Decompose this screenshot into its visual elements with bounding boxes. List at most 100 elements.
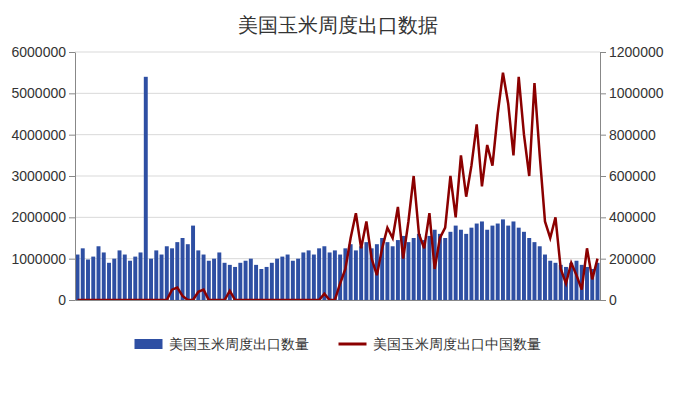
bar — [165, 246, 169, 300]
tick-label: 800000 — [609, 127, 656, 143]
bar — [359, 246, 363, 300]
tick-mark — [69, 259, 75, 260]
tick: 1000000 — [11, 251, 75, 267]
bar — [480, 221, 484, 300]
bar — [448, 232, 452, 300]
tick-label: 2000000 — [11, 209, 66, 225]
bar — [97, 246, 101, 300]
tick-label: 0 — [609, 292, 617, 308]
bar — [422, 240, 426, 300]
tick-label: 400000 — [609, 209, 656, 225]
bar — [112, 259, 116, 300]
bar — [538, 246, 542, 300]
bar — [91, 257, 95, 300]
bar — [475, 224, 479, 300]
bar — [286, 255, 290, 300]
grid-line — [75, 217, 600, 218]
bar — [328, 252, 332, 300]
bar — [364, 242, 368, 300]
bar — [181, 238, 185, 300]
tick: 1000000 — [600, 85, 664, 101]
bar — [548, 261, 552, 300]
bar — [296, 259, 300, 300]
bar — [391, 246, 395, 300]
axis-line — [76, 300, 601, 301]
grid — [75, 52, 600, 300]
bar — [464, 234, 468, 300]
grid-line — [75, 258, 600, 259]
bar — [417, 234, 421, 300]
tick-mark — [600, 217, 606, 218]
bar — [275, 259, 279, 300]
grid-line — [75, 134, 600, 135]
tick-label: 3000000 — [11, 168, 66, 184]
tick-mark — [69, 217, 75, 218]
bar — [317, 248, 321, 300]
tick: 2000000 — [11, 209, 75, 225]
grid-line — [75, 52, 600, 53]
bar — [527, 238, 531, 300]
y-axis: 0100000020000003000000400000050000006000… — [11, 44, 75, 308]
tick: 0 — [58, 292, 75, 308]
bar — [123, 255, 127, 300]
tick-label: 6000000 — [11, 44, 66, 60]
bar — [259, 269, 263, 300]
bar — [585, 267, 589, 300]
tick: 4000000 — [11, 127, 75, 143]
bar — [81, 248, 85, 300]
x-axis — [76, 300, 601, 301]
tick-label: 600000 — [609, 168, 656, 184]
bar — [506, 226, 510, 300]
tick-mark — [600, 52, 606, 53]
bar — [501, 219, 505, 300]
bar — [301, 252, 305, 300]
chart: 美国玉米周度出口数据010000002000000300000040000005… — [0, 0, 675, 401]
tick-mark — [69, 52, 75, 53]
bar — [76, 255, 80, 300]
bar — [128, 261, 132, 300]
bar — [160, 255, 164, 300]
tick: 0 — [600, 292, 617, 308]
bar — [485, 230, 489, 300]
bar — [543, 255, 547, 300]
title: 美国玉米周度出口数据 — [238, 13, 438, 37]
bar — [312, 255, 316, 300]
bar — [186, 244, 190, 300]
line — [77, 73, 597, 300]
tick-mark — [600, 259, 606, 260]
bar — [207, 261, 211, 300]
bar — [496, 224, 500, 300]
bar — [443, 238, 447, 300]
tick-label: 1200000 — [609, 44, 664, 60]
marks — [76, 73, 600, 300]
tick-mark — [69, 135, 75, 136]
bar — [396, 240, 400, 300]
axis-line — [75, 53, 76, 301]
tick-label: 1000000 — [609, 85, 664, 101]
bar — [244, 261, 248, 300]
tick: 1200000 — [600, 44, 664, 60]
tick: 3000000 — [11, 168, 75, 184]
bar — [459, 230, 463, 300]
tick-label: 200000 — [609, 251, 656, 267]
legend-item: 美国玉米周度出口中国数量 — [339, 336, 541, 352]
legend-swatch — [339, 343, 367, 346]
bar — [107, 263, 111, 300]
y2-axis: 0 200000 400000 600000 800000 1000000 1200000 — [600, 44, 664, 308]
tick: 400000 — [600, 209, 656, 225]
bar — [149, 259, 153, 300]
tick: 200000 — [600, 251, 656, 267]
tick-mark — [600, 300, 606, 301]
tick: 600000 — [600, 168, 656, 184]
bar — [385, 242, 389, 300]
bar — [554, 263, 558, 300]
bar — [249, 259, 253, 300]
grid-line — [75, 176, 600, 177]
bar — [265, 267, 269, 300]
bar — [217, 252, 221, 300]
bar — [427, 236, 431, 300]
bar — [223, 263, 227, 300]
bar — [118, 250, 122, 300]
bar — [102, 252, 106, 300]
tick-mark — [600, 176, 606, 177]
